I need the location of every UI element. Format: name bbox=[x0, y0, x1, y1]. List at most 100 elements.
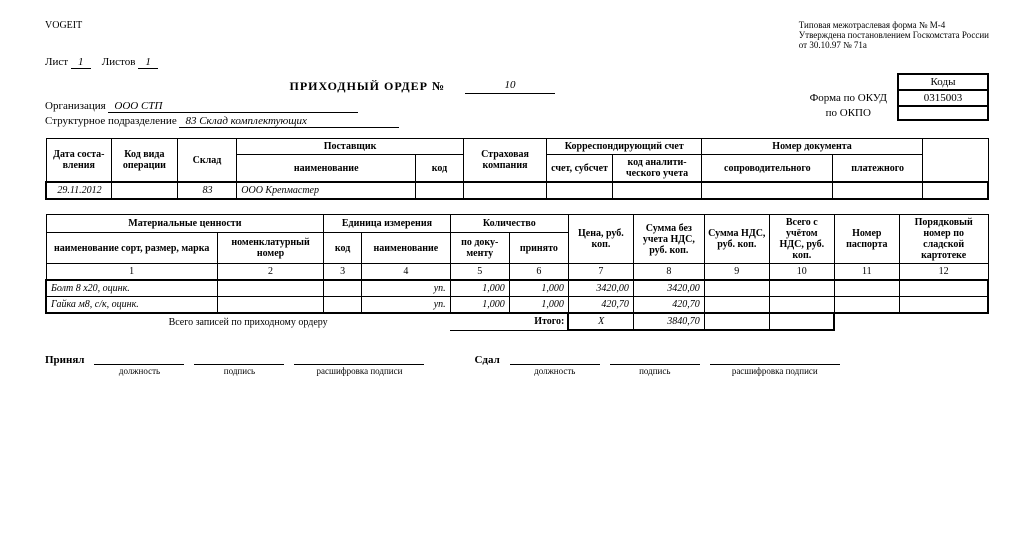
item-pass bbox=[834, 297, 899, 314]
td-extra bbox=[922, 182, 988, 199]
item-card bbox=[899, 280, 988, 297]
colnum-7: 7 bbox=[568, 264, 633, 281]
item-pass bbox=[834, 280, 899, 297]
position-cap2: должность bbox=[534, 366, 575, 376]
th-corr: Корреспондирующий счет bbox=[547, 139, 702, 155]
item-tot bbox=[769, 297, 834, 314]
th-nomen: номенклатурный номер bbox=[217, 233, 323, 264]
itogo-label: Итого: bbox=[450, 313, 568, 330]
itogo-tot bbox=[769, 313, 834, 330]
item-name: Болт 8 х20, оцинк. bbox=[46, 280, 217, 297]
org-value: ООО СТП bbox=[108, 100, 358, 113]
item-uname: уп. bbox=[362, 280, 451, 297]
th-docnum: Номер документа bbox=[702, 139, 923, 155]
item-vat bbox=[704, 297, 769, 314]
dept-value: 83 Склад комплектующих bbox=[179, 115, 399, 128]
items-table: Материальные ценности Единица измерения … bbox=[45, 214, 989, 331]
th-date: Дата соста-вления bbox=[46, 139, 112, 183]
item-ucode bbox=[324, 280, 362, 297]
th-name: наименование сорт, размер, марка bbox=[46, 233, 217, 264]
td-supplier-code bbox=[416, 182, 464, 199]
colnum-4: 4 bbox=[362, 264, 451, 281]
position-cap: должность bbox=[119, 366, 160, 376]
th-price: Цена, руб. коп. bbox=[568, 215, 633, 264]
td-accomp bbox=[702, 182, 833, 199]
decoded-cap2: расшифровка подписи bbox=[732, 366, 818, 376]
colnum-8: 8 bbox=[633, 264, 704, 281]
org-label: Организация bbox=[45, 100, 106, 112]
accepted-label: Принял bbox=[45, 354, 84, 376]
th-passport: Номер паспорта bbox=[834, 215, 899, 264]
leaf-label: Лист bbox=[45, 56, 68, 68]
th-qty-acc: принято bbox=[509, 233, 568, 264]
itogo-vat bbox=[704, 313, 769, 330]
doc-number: 10 bbox=[465, 79, 555, 94]
th-sum-vat: Всего с учётом НДС, руб. коп. bbox=[769, 215, 834, 264]
leaf-value: 1 bbox=[71, 56, 91, 69]
table-row: Гайка м8, с/к, оцинк. уп. 1,000 1,000 42… bbox=[46, 297, 988, 314]
th-extra bbox=[922, 139, 988, 183]
th-insurance: Страховая компания bbox=[463, 139, 546, 183]
colnum-11: 11 bbox=[834, 264, 899, 281]
item-price: 3420,00 bbox=[568, 280, 633, 297]
handed-sign-line bbox=[610, 351, 700, 365]
colnum-2: 2 bbox=[217, 264, 323, 281]
item-card bbox=[899, 297, 988, 314]
leaves-value: 1 bbox=[138, 56, 158, 69]
td-analytic bbox=[612, 182, 701, 199]
item-qacc: 1,000 bbox=[509, 297, 568, 314]
th-unit: Единица измерения bbox=[324, 215, 450, 233]
th-card: Порядковый номер по сладской картотеке bbox=[899, 215, 988, 264]
handed-label: Сдал bbox=[474, 354, 499, 376]
th-unit-code: код bbox=[324, 233, 362, 264]
handed-position-line bbox=[510, 351, 600, 365]
item-ucode bbox=[324, 297, 362, 314]
th-analytic: код аналити-ческого учета bbox=[612, 155, 701, 183]
th-supplier: Поставщик bbox=[237, 139, 464, 155]
th-supplier-code: код bbox=[416, 155, 464, 183]
td-payment bbox=[833, 182, 922, 199]
td-supplier-name: ООО Крепмастер bbox=[237, 182, 416, 199]
item-qdoc: 1,000 bbox=[450, 280, 509, 297]
company-code: VOGEIT bbox=[45, 20, 82, 31]
header-table: Дата соста-вления Код вида операции Скла… bbox=[45, 138, 989, 200]
form-note-2: Утверждена постановлением Госкомстата Ро… bbox=[799, 30, 989, 40]
totals-label: Всего записей по приходному ордеру bbox=[46, 313, 450, 330]
itogo-price: X bbox=[568, 313, 633, 330]
form-note-3: от 30.10.97 № 71а bbox=[799, 40, 989, 50]
th-opcode: Код вида операции bbox=[112, 139, 178, 183]
item-qacc: 1,000 bbox=[509, 280, 568, 297]
td-insurance bbox=[463, 182, 546, 199]
form-note-1: Типовая межотраслевая форма № М-4 bbox=[799, 20, 989, 30]
th-material: Материальные ценности bbox=[46, 215, 324, 233]
item-nomen bbox=[217, 280, 323, 297]
doc-title: ПРИХОДНЫЙ ОРДЕР № bbox=[290, 79, 446, 94]
item-uname: уп. bbox=[362, 297, 451, 314]
item-sum: 420,70 bbox=[633, 297, 704, 314]
th-account: счет, субсчет bbox=[547, 155, 613, 183]
signature-cap: подпись bbox=[224, 366, 255, 376]
okud-value: 0315003 bbox=[898, 90, 988, 106]
th-unit-name: наименование bbox=[362, 233, 451, 264]
colnum-1: 1 bbox=[46, 264, 217, 281]
colnum-10: 10 bbox=[769, 264, 834, 281]
accepted-sign-line bbox=[194, 351, 284, 365]
colnum-6: 6 bbox=[509, 264, 568, 281]
item-sum: 3420,00 bbox=[633, 280, 704, 297]
colnum-3: 3 bbox=[324, 264, 362, 281]
th-supplier-name: наименование bbox=[237, 155, 416, 183]
item-name: Гайка м8, с/к, оцинк. bbox=[46, 297, 217, 314]
itogo-sum: 3840,70 bbox=[633, 313, 704, 330]
td-sklad: 83 bbox=[177, 182, 237, 199]
okpo-label: по ОКПО bbox=[800, 106, 898, 120]
colnum-9: 9 bbox=[704, 264, 769, 281]
item-qdoc: 1,000 bbox=[450, 297, 509, 314]
td-opcode bbox=[112, 182, 178, 199]
okpo-value bbox=[898, 106, 988, 120]
colnum-12: 12 bbox=[899, 264, 988, 281]
signature-cap2: подпись bbox=[639, 366, 670, 376]
accepted-position-line bbox=[94, 351, 184, 365]
decoded-cap: расшифровка подписи bbox=[317, 366, 403, 376]
th-qty-doc: по доку-менту bbox=[450, 233, 509, 264]
th-payment: платежного bbox=[833, 155, 922, 183]
